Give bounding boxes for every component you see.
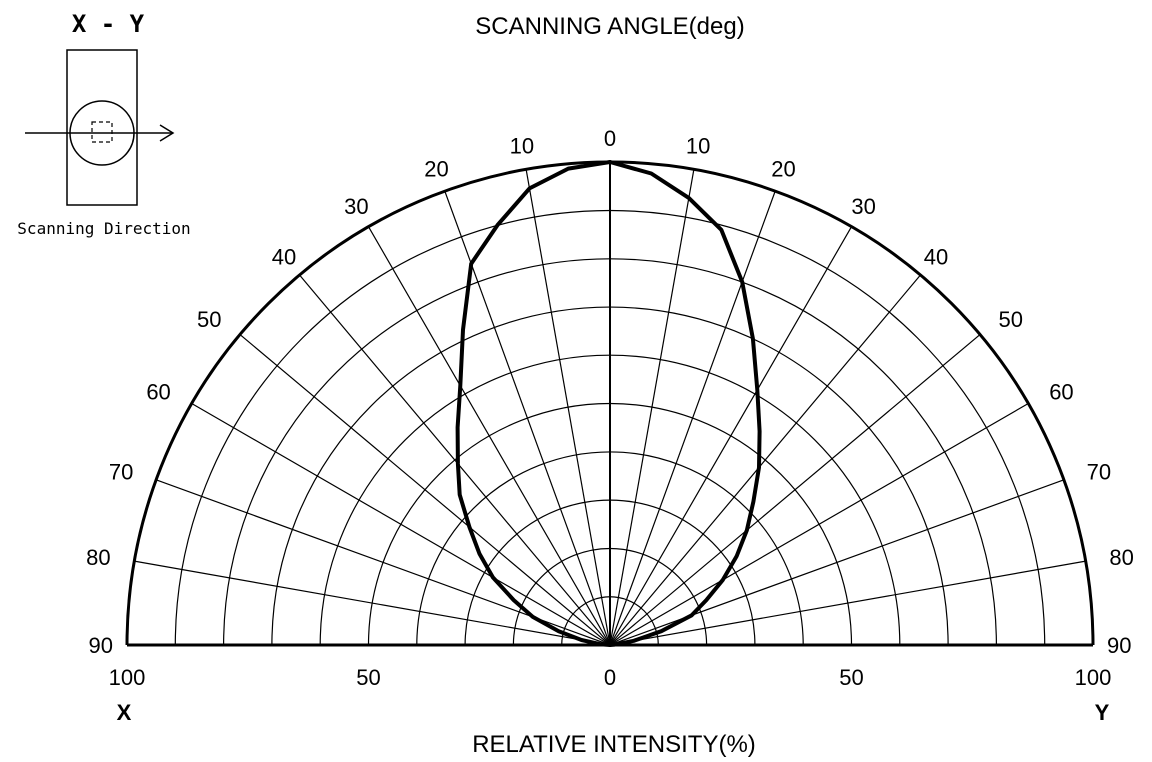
- inset-package-outline: [66, 49, 138, 206]
- grid-spoke: [239, 334, 611, 646]
- angle-tick-label: 0: [604, 126, 616, 151]
- angle-tick-label: 60: [146, 379, 170, 404]
- grid-spoke: [609, 560, 1086, 646]
- angle-tick-label: 70: [1087, 460, 1111, 485]
- inset-caption: Scanning Direction: [17, 219, 190, 238]
- grid-spoke: [609, 226, 853, 646]
- right-axis-letter: Y: [1095, 700, 1110, 725]
- angle-tick-label: 40: [924, 245, 948, 270]
- inset-title: X - Y: [72, 10, 145, 38]
- grid-spoke: [367, 226, 611, 646]
- angle-tick-label: 10: [510, 134, 534, 159]
- grid-spoke: [525, 169, 611, 646]
- intensity-curve-y: [608, 160, 762, 647]
- angle-tick-label: 50: [197, 307, 221, 332]
- left-axis-letter: X: [117, 700, 132, 725]
- grid-spoke: [609, 334, 981, 646]
- inset-chip-square: [91, 121, 113, 143]
- angle-tick-label: 90: [1107, 633, 1131, 658]
- grid-spoke: [609, 190, 776, 646]
- grid-spoke: [299, 274, 611, 646]
- intensity-curve-x: [455, 160, 612, 647]
- x-axis-title: RELATIVE INTENSITY(%): [472, 731, 756, 758]
- grid-spoke: [609, 274, 921, 646]
- radius-tick-label: 100: [1075, 665, 1112, 690]
- angle-tick-labels: 0 10 10 20 20 30 30 40 40 50 50 60 60 70 70 80 80 90 90: [86, 126, 1134, 658]
- angle-tick-label: 40: [272, 245, 296, 270]
- radius-tick-label: 50: [356, 665, 380, 690]
- angle-tick-label: 20: [771, 156, 795, 181]
- intensity-curves: [455, 160, 762, 647]
- angle-tick-label: 80: [86, 545, 110, 570]
- radius-tick-labels: 100 50 0 50 100: [109, 665, 1112, 690]
- radius-tick-label: 0: [604, 665, 616, 690]
- angle-tick-label: 30: [851, 194, 875, 219]
- arrow-head-icon: [159, 124, 175, 142]
- grid-spoke: [609, 169, 695, 646]
- radius-tick-label: 50: [839, 665, 863, 690]
- angle-tick-label: 10: [686, 134, 710, 159]
- grid-spoke: [134, 560, 611, 646]
- polar-grid: [134, 162, 1086, 646]
- angle-tick-label: 70: [109, 460, 133, 485]
- angle-tick-label: 90: [89, 633, 113, 658]
- chart-title: SCANNING ANGLE(deg): [475, 13, 744, 40]
- scan-direction-inset: X - Y Scanning Direction: [17, 10, 190, 238]
- radius-tick-label: 100: [109, 665, 146, 690]
- angle-tick-label: 60: [1049, 379, 1073, 404]
- angle-tick-label: 20: [424, 156, 448, 181]
- angle-tick-label: 50: [999, 307, 1023, 332]
- angle-tick-label: 30: [344, 194, 368, 219]
- grid-spoke: [609, 402, 1029, 646]
- angle-tick-label: 80: [1109, 545, 1133, 570]
- grid-spoke: [191, 402, 611, 646]
